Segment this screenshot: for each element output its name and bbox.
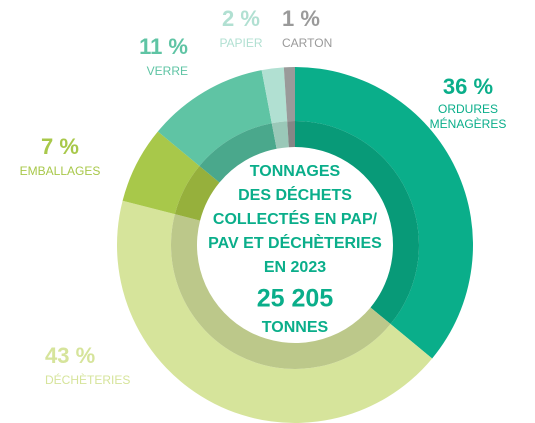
center-title: COLLECTÉS EN PAP/ [213, 209, 378, 228]
donut-slice [261, 67, 288, 124]
donut-slice [295, 67, 473, 359]
total: 25 205 [257, 285, 334, 313]
category-label: VERRE [147, 64, 188, 78]
category-label: PAPIER [219, 36, 262, 50]
category-label: CARTON [282, 36, 332, 50]
donut-slice [117, 200, 433, 423]
donut-inner-slice [199, 123, 277, 183]
center-title: EN 2023 [264, 259, 326, 276]
category-label: DÉCHÈTERIES [45, 372, 130, 387]
donut-inner-slice [287, 121, 295, 148]
category-label: EMBALLAGES [20, 164, 101, 178]
donut-slice [122, 131, 200, 215]
value-label: 11 % [139, 34, 188, 59]
donut-inner-slice [295, 121, 419, 325]
value-label: 43 % [45, 343, 95, 368]
donut-inner-slice [271, 121, 289, 149]
donut-inner-slice [174, 165, 220, 221]
center-title: TONNAGES [250, 163, 341, 180]
donut-slice [157, 70, 272, 166]
value-label: 36 % [443, 74, 493, 99]
category-label: ORDURES MÉNAGÈRES [430, 102, 507, 131]
center-title: DES DÉCHETS [238, 185, 352, 204]
donut-slice [283, 67, 295, 122]
unit: TONNES [262, 319, 329, 336]
value-label: 2 % [222, 6, 260, 31]
center-title: PAV ET DÉCHÈTERIES [208, 233, 382, 252]
value-label: 7 % [41, 134, 79, 159]
value-label: 1 % [282, 6, 320, 31]
donut-inner-slice [171, 214, 391, 370]
